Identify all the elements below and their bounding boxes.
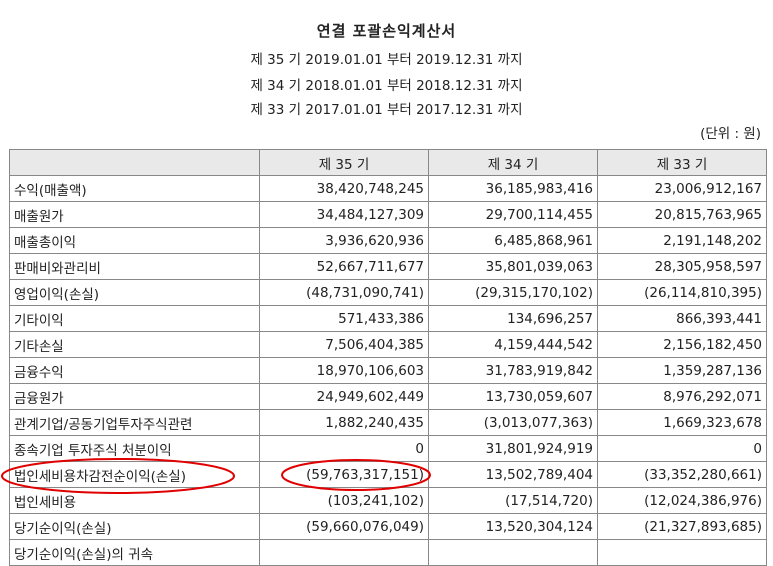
row-value: 29,700,114,455 — [428, 201, 598, 228]
header-period-34: 제 34 기 — [428, 149, 598, 176]
row-value: 1,359,287,136 — [597, 357, 767, 384]
table-row: 기타손실 7,506,404,385 4,159,444,542 2,156,182,… — [9, 331, 767, 358]
row-value: 0 — [597, 435, 767, 462]
row-value — [428, 539, 598, 566]
row-label: 당기순이익(손실)의 귀속 — [9, 539, 260, 566]
row-value: (48,731,090,741) — [259, 279, 429, 306]
row-value: 20,815,763,965 — [597, 201, 767, 228]
row-value: (33,352,280,661) — [597, 461, 767, 488]
row-value: (17,514,720) — [428, 487, 598, 514]
header-blank — [9, 149, 260, 176]
row-value: 38,420,748,245 — [259, 175, 429, 202]
row-value: (59,763,317,151) — [259, 461, 429, 488]
row-label: 법인세비용 — [9, 487, 260, 514]
row-value: 24,949,602,449 — [259, 383, 429, 410]
row-label: 기타이익 — [9, 305, 260, 332]
row-label: 법인세비용차감전순이익(손실) — [9, 461, 260, 488]
row-value: 36,185,983,416 — [428, 175, 598, 202]
row-label: 금융수익 — [9, 357, 260, 384]
row-label: 판매비와관리비 — [9, 253, 260, 280]
table-row: 기타이익 571,433,386 134,696,257 866,393,441 — [9, 305, 767, 332]
row-value: 13,730,059,607 — [428, 383, 598, 410]
row-value: 18,970,106,603 — [259, 357, 429, 384]
row-value: (103,241,102) — [259, 487, 429, 514]
row-value: 7,506,404,385 — [259, 331, 429, 358]
row-value: 35,801,039,063 — [428, 253, 598, 280]
row-label: 기타손실 — [9, 331, 260, 358]
table-row: 매출원가 34,484,127,309 29,700,114,455 20,815,7… — [9, 201, 767, 228]
header-period-35: 제 35 기 — [259, 149, 429, 176]
table-row: 금융원가 24,949,602,449 13,730,059,607 8,976,29… — [9, 383, 767, 410]
row-value: 4,159,444,542 — [428, 331, 598, 358]
row-value: 8,976,292,071 — [597, 383, 767, 410]
row-value: 31,783,919,842 — [428, 357, 598, 384]
period-34: 제 34 기 2018.01.01 부터 2018.12.31 까지 — [250, 78, 523, 94]
row-value: 52,667,711,677 — [259, 253, 429, 280]
row-value: 0 — [259, 435, 429, 462]
period-33: 제 33 기 2017.01.01 부터 2017.12.31 까지 — [250, 102, 523, 118]
row-value: (12,024,386,976) — [597, 487, 767, 514]
row-value: 1,669,323,678 — [597, 409, 767, 436]
row-label: 종속기업 투자주식 처분이익 — [9, 435, 260, 462]
row-value: (59,660,076,049) — [259, 513, 429, 540]
header-period-33: 제 33 기 — [597, 149, 767, 176]
row-value: (21,327,893,685) — [597, 513, 767, 540]
table-row: 법인세비용차감전순이익(손실) (59,763,317,151) 13,502,78… — [9, 461, 767, 488]
table-row: 당기순이익(손실)의 귀속 — [9, 539, 767, 566]
row-value: 23,006,912,167 — [597, 175, 767, 202]
row-label: 수익(매출액) — [9, 175, 260, 202]
row-value: (3,013,077,363) — [428, 409, 598, 436]
row-value: 6,485,868,961 — [428, 227, 598, 254]
row-value: 28,305,958,597 — [597, 253, 767, 280]
row-value: 3,936,620,936 — [259, 227, 429, 254]
row-value: 34,484,127,309 — [259, 201, 429, 228]
row-value: (29,315,170,102) — [428, 279, 598, 306]
row-value — [259, 539, 429, 566]
table-row: 영업이익(손실) (48,731,090,741) (29,315,170,102)… — [9, 279, 767, 306]
table-row: 금융수익 18,970,106,603 31,783,919,842 1,359,28… — [9, 357, 767, 384]
row-value: 2,191,148,202 — [597, 227, 767, 254]
table-row: 판매비와관리비 52,667,711,677 35,801,039,063 28,30… — [9, 253, 767, 280]
table-row: 당기순이익(손실) (59,660,076,049) 13,520,304,124(… — [9, 513, 767, 540]
income-statement-table: 제 35 기 제 34 기 제 33 기 수익(매출액) 38,420,748,2… — [9, 149, 767, 566]
row-label: 당기순이익(손실) — [9, 513, 260, 540]
table-row: 매출총이익 3,936,620,936 6,485,868,961 2,191,148… — [9, 227, 767, 254]
row-value: 134,696,257 — [428, 305, 598, 332]
row-value: (26,114,810,395) — [597, 279, 767, 306]
row-value: 13,502,789,404 — [428, 461, 598, 488]
row-value: 1,882,240,435 — [259, 409, 429, 436]
row-label: 매출원가 — [9, 201, 260, 228]
row-label: 관계기업/공동기업투자주식관련 — [9, 409, 260, 436]
row-value: 13,520,304,124 — [428, 513, 598, 540]
row-value — [597, 539, 767, 566]
statement-title: 연결 포괄손익계산서 — [316, 22, 457, 40]
row-value: 571,433,386 — [259, 305, 429, 332]
row-value: 866,393,441 — [597, 305, 767, 332]
table-row: 종속기업 투자주식 처분이익 0 31,801,924,919 0 — [9, 435, 767, 462]
period-35: 제 35 기 2019.01.01 부터 2019.12.31 까지 — [250, 52, 523, 68]
table-row: 관계기업/공동기업투자주식관련 1,882,240,435 (3,013,077,3… — [9, 409, 767, 436]
table-row: 법인세비용 (103,241,102) (17,514,720) (12,024,38… — [9, 487, 767, 514]
row-value: 2,156,182,450 — [597, 331, 767, 358]
row-label: 영업이익(손실) — [9, 279, 260, 306]
row-label: 매출총이익 — [9, 227, 260, 254]
row-label: 금융원가 — [9, 383, 260, 410]
header-row: 제 35 기 제 34 기 제 33 기 — [9, 149, 767, 176]
table-row: 수익(매출액) 38,420,748,245 36,185,983,416 23,00… — [9, 175, 767, 202]
row-value: 31,801,924,919 — [428, 435, 598, 462]
unit-label: (단위 : 원) — [700, 126, 761, 142]
